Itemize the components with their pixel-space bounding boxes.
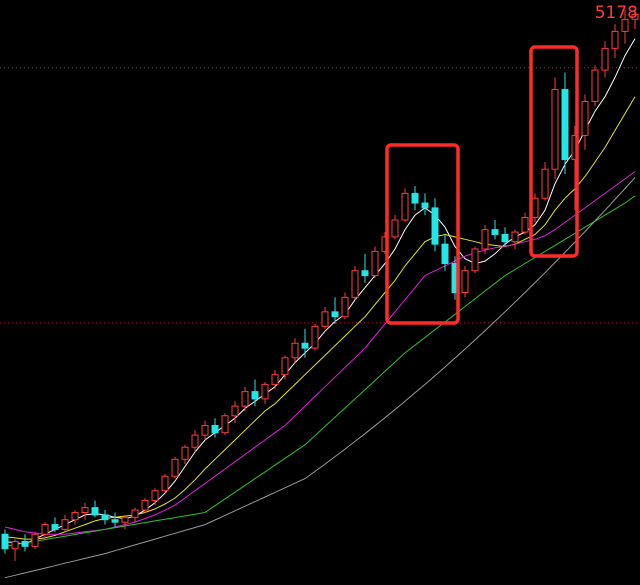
max-price-label: 5178 <box>595 3 638 23</box>
candle-body <box>581 101 589 136</box>
candle-body <box>61 519 69 530</box>
candle-body <box>361 270 369 277</box>
candle-body <box>71 511 79 521</box>
candle-body <box>111 519 119 523</box>
candle-body <box>301 342 309 349</box>
highlight-box <box>385 143 460 325</box>
candle-body <box>251 391 259 400</box>
candle-body <box>221 415 229 434</box>
candle-body <box>551 88 559 170</box>
candle-body <box>121 516 129 523</box>
candle-body <box>261 383 269 400</box>
candle-body <box>591 69 599 103</box>
candle-body <box>621 18 629 32</box>
candle-body <box>21 540 29 547</box>
candle-body <box>141 499 149 511</box>
candle-body <box>541 168 549 199</box>
candle-body <box>201 424 209 436</box>
candle-body <box>91 507 99 516</box>
candle-body <box>411 192 419 204</box>
candle-body <box>401 192 409 221</box>
candle-body <box>321 311 329 327</box>
candle-body <box>491 229 499 235</box>
candle-body <box>291 342 299 359</box>
candle-body <box>441 243 449 264</box>
candle-body <box>191 434 199 448</box>
candle-body <box>241 391 249 407</box>
candle-body <box>151 490 159 501</box>
candle-body <box>311 325 319 349</box>
candle-body <box>281 357 289 376</box>
candle-body <box>371 250 379 277</box>
candle-body <box>161 475 169 492</box>
candle-body <box>351 270 359 298</box>
candle-body <box>41 524 49 535</box>
candle-body <box>601 47 609 71</box>
candle-body <box>231 405 239 417</box>
candle-body <box>331 311 339 318</box>
candle-body <box>431 207 439 245</box>
candle-body <box>171 458 179 477</box>
candle-body <box>211 424 219 434</box>
candle-body <box>531 197 539 219</box>
candle-body <box>11 540 19 550</box>
candle-body <box>561 88 569 161</box>
candle-body <box>81 507 89 513</box>
candle-body <box>341 296 349 318</box>
candle-body <box>131 509 139 518</box>
candle-body <box>51 524 59 530</box>
candle-body <box>471 248 479 272</box>
moving-average-line <box>4 195 636 547</box>
candle-body <box>101 514 109 521</box>
highlight-box <box>529 45 579 258</box>
candle-body <box>421 202 429 209</box>
candle-body <box>1 533 9 550</box>
candle-body <box>271 374 279 385</box>
candle-body <box>631 14 639 20</box>
candle-body <box>501 233 509 243</box>
candle-body <box>511 231 519 243</box>
candle-body <box>391 219 399 238</box>
candle-body <box>611 30 619 49</box>
candle-body <box>31 533 39 547</box>
candle-body <box>181 446 189 460</box>
candle-body <box>481 229 489 250</box>
moving-average-line <box>4 177 636 579</box>
plot-area: 5178 <box>0 3 640 579</box>
candle-body <box>461 270 469 294</box>
candle-body <box>521 217 529 233</box>
